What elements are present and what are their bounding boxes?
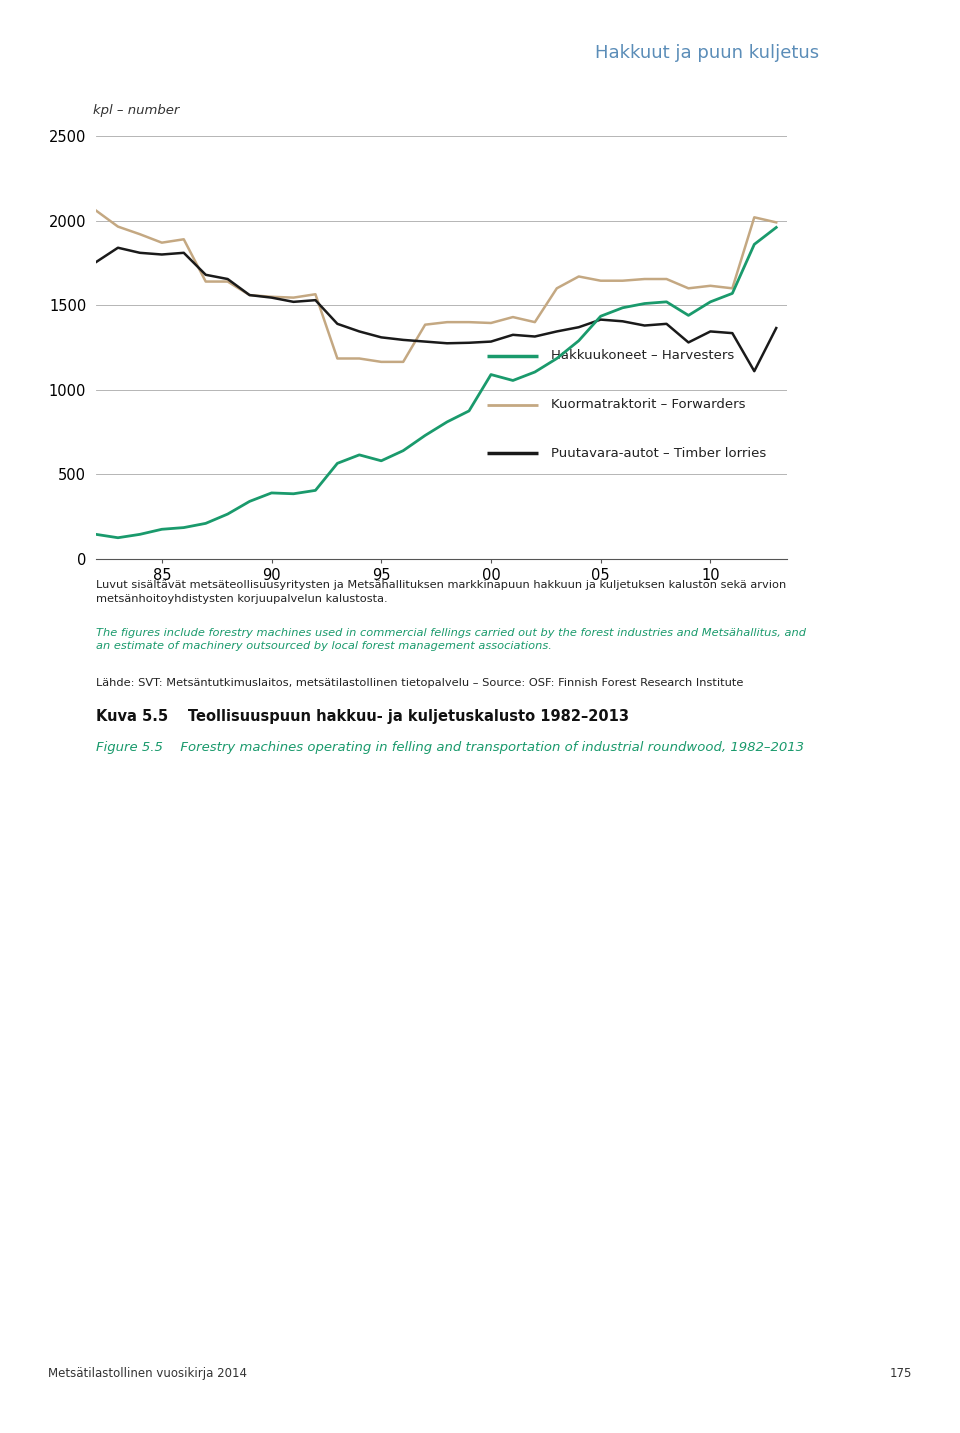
Text: Kuormatraktorit – Forwarders: Kuormatraktorit – Forwarders bbox=[551, 398, 745, 411]
Text: Hakkuukoneet – Harvesters: Hakkuukoneet – Harvesters bbox=[551, 350, 734, 363]
Text: 175: 175 bbox=[890, 1367, 912, 1380]
Text: Kuva 5.5  Teollisuuspuun hakkuu- ja kuljetuskalusto 1982–2013: Kuva 5.5 Teollisuuspuun hakkuu- ja kulje… bbox=[96, 709, 629, 724]
Text: Figure 5.5  Forestry machines operating in felling and transportation of industr: Figure 5.5 Forestry machines operating i… bbox=[96, 741, 804, 754]
Text: Metsätilastollinen vuosikirja 2014: Metsätilastollinen vuosikirja 2014 bbox=[48, 1367, 247, 1380]
Text: Luvut sisältävät metsäteollisuusyritysten ja Metsähallituksen markkinapuun hakku: Luvut sisältävät metsäteollisuusyrityste… bbox=[96, 580, 786, 603]
Text: 5: 5 bbox=[916, 46, 942, 80]
Text: kpl – number: kpl – number bbox=[92, 105, 179, 118]
Text: The figures include forestry machines used in commercial fellings carried out by: The figures include forestry machines us… bbox=[96, 628, 806, 651]
Text: Hakkuut ja puun kuljetus: Hakkuut ja puun kuljetus bbox=[595, 44, 819, 62]
Text: Lähde: SVT: Metsäntutkimuslaitos, metsätilastollinen tietopalvelu – Source: OSF:: Lähde: SVT: Metsäntutkimuslaitos, metsät… bbox=[96, 678, 743, 688]
Text: Puutavara-autot – Timber lorries: Puutavara-autot – Timber lorries bbox=[551, 447, 766, 460]
